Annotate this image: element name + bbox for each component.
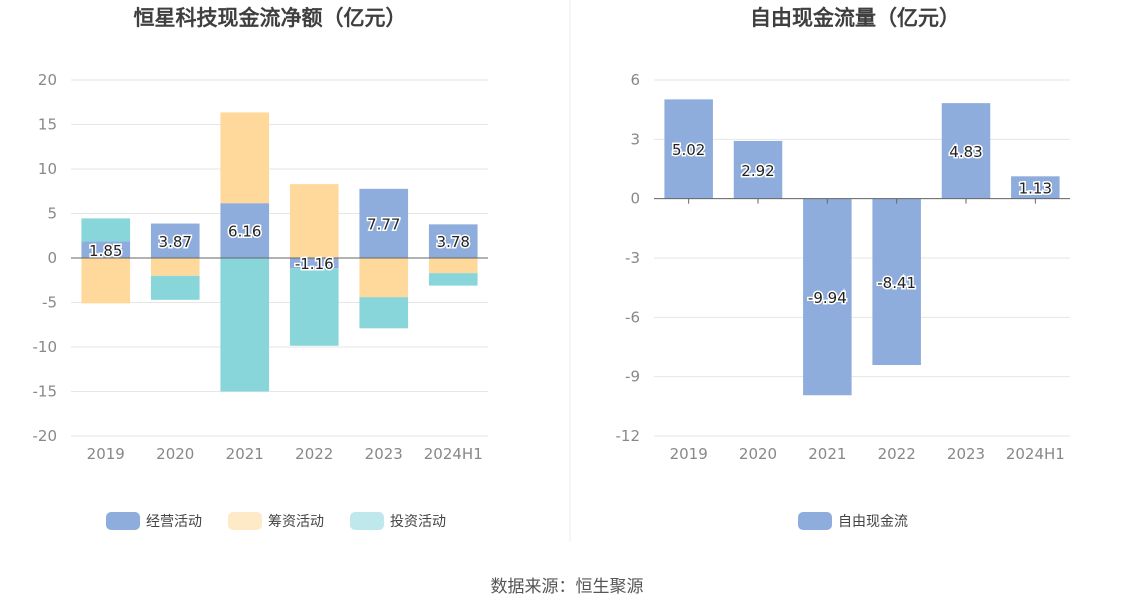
left-y-tick-label: 15	[38, 116, 57, 134]
right-data-labels: 5.02 2.92 -9.94 -8.41 4.83 1.13	[670, 140, 1053, 309]
left-bar-经营活动-2019	[81, 241, 131, 258]
right-chart-title: 自由现金流量（亿元）	[750, 6, 960, 30]
left-x-tick-label: 2021	[226, 445, 264, 463]
left-bar-投资活动-2022	[289, 268, 339, 346]
left-bar-筹资活动-2023	[359, 258, 409, 298]
right-y-tick-label: 3	[630, 130, 640, 148]
right-x-tick-label: 2019	[670, 445, 708, 463]
left-legend-label[interactable]: 投资活动	[390, 514, 446, 530]
left-x-tick-label: 2019	[87, 445, 125, 463]
right-bar-自由现金流-2023	[941, 103, 991, 199]
right-data-label: 5.02	[672, 141, 705, 159]
right-legend-swatch[interactable]	[798, 512, 832, 530]
left-bar-投资活动-2020	[150, 275, 200, 300]
left-y-tick-label: -20	[33, 427, 58, 445]
left-data-label: 7.77	[367, 215, 400, 233]
left-data-label: 3.87	[159, 233, 192, 251]
left-bar-经营活动-2024H1	[428, 224, 478, 258]
right-x-tick-label: 2021	[808, 445, 846, 463]
left-bar-经营活动-2021	[220, 203, 270, 258]
left-y-tick-label: 20	[38, 71, 57, 89]
right-x-tick-label: 2020	[739, 445, 777, 463]
left-bar-筹资活动-2020	[150, 258, 200, 276]
left-y-axis: 20 15 10 5 0 -5 -10 -15 -20	[33, 71, 58, 445]
right-y-tick-label: -6	[625, 308, 640, 326]
right-x-axis: 2019 2020 2021 2022 2023 2024H1	[670, 445, 1065, 463]
left-bars	[71, 112, 488, 392]
right-data-label: 4.83	[949, 143, 982, 161]
left-bar-筹资活动-2024H1	[428, 258, 478, 274]
right-x-tick-label: 2023	[947, 445, 985, 463]
right-y-tick-label: -12	[616, 427, 641, 445]
left-bar-投资活动-2023	[359, 297, 409, 329]
left-bar-投资活动-2024H1	[428, 273, 478, 286]
left-x-tick-label: 2022	[295, 445, 333, 463]
left-legend-swatch[interactable]	[350, 512, 384, 530]
left-legend-label[interactable]: 经营活动	[146, 514, 202, 530]
right-gridlines	[654, 79, 1070, 437]
left-y-tick-label: 0	[47, 249, 57, 267]
left-bar-筹资活动-2021	[220, 112, 270, 204]
right-x-tick-label: 2024H1	[1006, 445, 1065, 463]
right-y-tick-label: -3	[625, 249, 640, 267]
right-data-label: 1.13	[1019, 179, 1052, 197]
left-bar-投资活动-2019	[81, 218, 131, 242]
right-y-axis: 6 3 0 -3 -6 -9 -12	[616, 71, 641, 445]
left-x-tick-label: 2020	[156, 445, 194, 463]
left-data-label: 6.16	[228, 223, 261, 241]
left-x-tick-label: 2023	[365, 445, 403, 463]
left-y-tick-label: 10	[38, 160, 57, 178]
left-data-label: -1.16	[295, 255, 334, 273]
left-bar-投资活动-2021	[220, 258, 270, 392]
left-y-tick-label: -15	[33, 383, 58, 401]
free-cash-flow-chart: 自由现金流量（亿元） 6 3 0 -3 -6 -9 -12 2019 2020 2021 2022…	[616, 6, 1070, 530]
left-bar-经营活动-2022	[289, 258, 339, 269]
left-y-tick-label: 5	[47, 205, 57, 223]
left-x-tick-label: 2024H1	[424, 445, 483, 463]
right-y-tick-label: -9	[625, 368, 640, 386]
right-y-tick-label: 6	[630, 71, 640, 89]
right-bar-自由现金流-2022	[872, 198, 921, 365]
left-legend: 经营活动 筹资活动 投资活动	[106, 512, 446, 530]
left-y-tick-label: -10	[33, 338, 58, 356]
left-x-axis: 2019 2020 2021 2022 2023 2024H1	[87, 445, 483, 463]
right-x-tick-label: 2022	[878, 445, 916, 463]
right-legend: 自由现金流	[798, 512, 908, 530]
left-y-tick-label: -5	[42, 294, 57, 312]
left-bar-筹资活动-2022	[289, 184, 339, 258]
left-legend-swatch[interactable]	[106, 512, 140, 530]
left-legend-swatch[interactable]	[228, 512, 262, 530]
left-legend-label[interactable]: 筹资活动	[268, 513, 324, 530]
left-data-labels: 1.85 3.87 6.16 -1.16 7.77 3.78	[88, 214, 472, 275]
data-source-note: 数据来源：恒生聚源	[491, 577, 644, 597]
right-bar-自由现金流-2019	[664, 99, 713, 199]
left-bar-经营活动-2020	[150, 223, 200, 258]
right-bar-自由现金流-2020	[733, 140, 783, 199]
left-chart-title: 恒星科技现金流净额（亿元）	[134, 6, 407, 30]
right-data-label: -8.41	[877, 274, 916, 292]
left-bar-经营活动-2023	[359, 188, 409, 258]
right-legend-label[interactable]: 自由现金流	[838, 514, 908, 530]
right-y-tick-label: 0	[630, 190, 640, 208]
right-bar-自由现金流-2024H1	[1011, 176, 1060, 199]
left-bar-筹资活动-2019	[81, 258, 131, 304]
left-data-label: 1.85	[89, 242, 122, 260]
right-data-label: 2.92	[741, 162, 774, 180]
left-data-label: 3.78	[437, 233, 470, 251]
right-bar-自由现金流-2021	[803, 198, 852, 396]
right-data-label: -9.94	[808, 289, 847, 307]
right-bars	[654, 99, 1070, 396]
